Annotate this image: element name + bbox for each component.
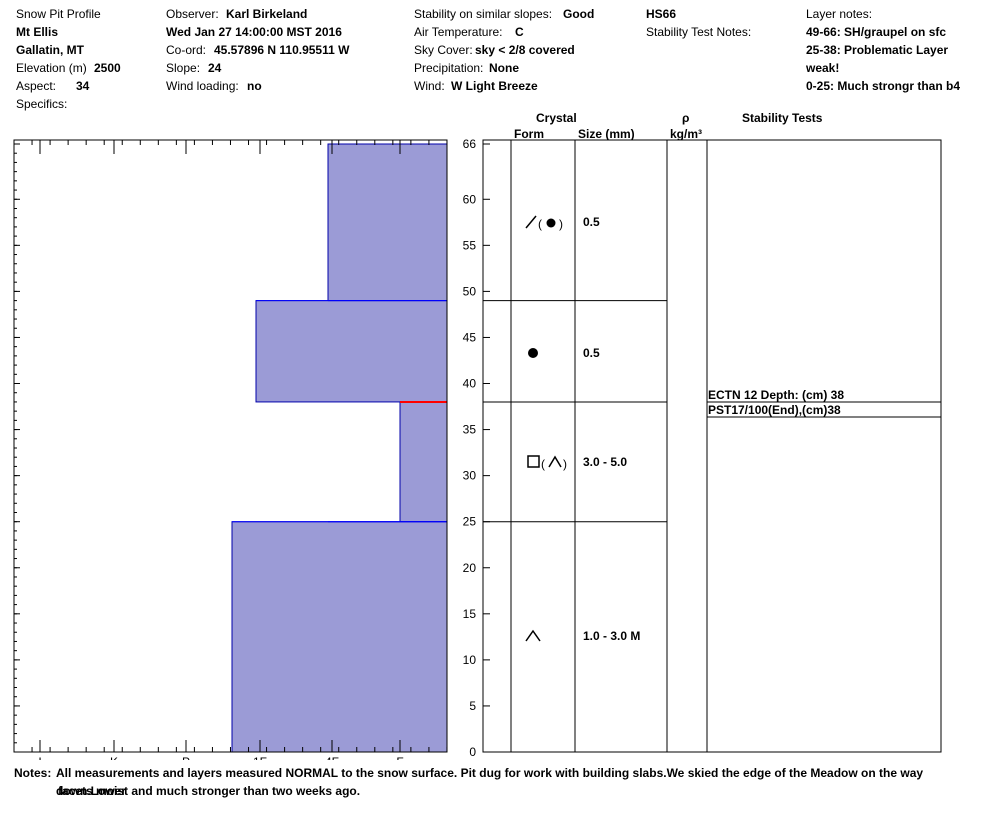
hardness-tick-label: 1F [253,755,267,760]
stability-tests-header: Stability Tests [742,111,823,125]
precip-value: None [489,61,519,75]
crystal-size-label: 1.0 - 3.0 M [583,629,640,643]
profile-title: Snow Pit Profile [16,7,101,21]
table-frame [482,139,942,753]
specifics-label: Specifics: [16,97,68,111]
depth-tick-label: 25 [463,515,477,529]
air-temp-value: C [515,25,524,39]
sky-cover-value: sky < 2/8 covered [475,43,575,57]
crystal-size-label: 3.0 - 5.0 [583,455,627,469]
hardness-tick-label: I [38,755,41,760]
faceted-depth-hoar-icon: () [527,455,567,471]
slope-value: 24 [208,61,222,75]
aspect-value: 34 [76,79,90,93]
depth-tick-label: 35 [463,423,477,437]
location-name: Mt Ellis [16,25,59,39]
slash-glyph [525,215,537,229]
aspect-label: Aspect: [16,79,57,93]
hardness-bar [255,300,448,403]
layer-notes-label: Layer notes: [806,7,873,21]
crystal-header: Crystal [536,111,577,125]
depth-tick-label: 60 [463,192,477,206]
facet-square [527,455,540,468]
elevation-value: 2500 [94,61,121,75]
hardness-tick-label: P [182,755,190,760]
snow-profile-chart: 0 5 10 15 20 25 30 35 40 45 50 55 60 66 I K P 1F 4F F () 0.… [13,137,942,760]
hardness-tick-label: F [396,755,403,760]
wind-label: Wind: [414,79,445,93]
depth-tick-label: 50 [463,284,477,298]
size-header: Size (mm) [578,127,635,141]
hardness-bar [231,521,448,753]
graupel-dot [528,348,538,358]
region-name: Gallatin, MT [16,43,85,57]
hardness-bar [399,401,448,523]
hardness-tick-label: 4F [325,755,339,760]
stability-test-notes-label: Stability Test Notes: [646,25,752,39]
stability-test-label: ECTN 12 Depth: (cm) 38 [708,388,844,402]
air-temp-label: Air Temperature: [414,25,503,39]
stability-tests: ECTN 12 Depth: (cm) 38PST17/100(End),(cm… [707,388,941,418]
stability-test-label: PST17/100(End),(cm)38 [708,403,841,417]
form-header: Form [514,127,544,141]
density-unit: kg/m³ [670,127,703,141]
notes-line-1: All measurements and layers measured NOR… [56,766,924,798]
depth-tick-label: 30 [463,469,477,483]
layer-note: 25-38: Problematic Layer [806,43,949,57]
observation-datetime: Wed Jan 27 14:00:00 MST 2016 [166,25,342,39]
sky-cover-label: Sky Cover: [414,43,473,57]
density-symbol: ρ [682,111,690,125]
depth-tick-label: 40 [463,377,477,391]
depth-tick-label: 20 [463,561,477,575]
coord-label: Co-ord: [166,43,207,57]
stability-label: Stability on similar slopes: [414,7,553,21]
paren-glyph: ( [538,217,542,231]
stability-value: Good [563,7,595,21]
notes-line-2: facets moist and much stronger than two … [58,784,361,798]
depth-hoar-icon [525,629,541,642]
notes-label: Notes: [14,766,52,780]
paren-glyph: ) [563,457,567,471]
precip-particles-graupel-icon: () [525,215,563,231]
depth-hoar-caret [525,629,541,642]
coord-value: 45.57896 N 110.95511 W [214,43,350,57]
depth-tick-label: 45 [463,330,477,344]
chart-grid [13,139,448,753]
depth-hoar-caret [548,455,562,468]
depth-tick-label: 66 [463,137,477,151]
layer-note: 49-66: SH/graupel on sfc [806,25,947,39]
depth-tick-label: 0 [469,745,476,759]
wind-loading-value: no [247,79,262,93]
precip-label: Precipitation: [414,61,484,75]
depth-tick-label: 55 [463,238,477,252]
depth-tick-label: 5 [469,699,476,713]
wind-value: W Light Breeze [451,79,538,93]
slope-label: Slope: [166,61,201,75]
crystal-size-label: 0.5 [583,215,600,229]
hardness-axis: I K P 1F 4F F [38,140,404,760]
paren-glyph: ( [541,457,545,471]
wind-loading-label: Wind loading: [166,79,239,93]
observer-label: Observer: [166,7,219,21]
crystal-table: () 0.5 0.5 () 3.0 - 5.0 1.0 - 3.0 M [482,139,942,753]
layer-note: weak! [806,61,840,75]
depth-tick-label: 10 [463,653,477,667]
hardness-bar [327,143,448,302]
snow-height: HS66 [646,7,677,21]
layer-note: 0-25: Much strongr than b4 [806,79,961,93]
elevation-label: Elevation (m) [16,61,87,75]
paren-glyph: ) [559,217,563,231]
observer-value: Karl Birkeland [226,7,308,21]
hardness-bars [231,143,448,753]
graupel-dot [546,218,556,228]
depth-tick-label: 15 [463,607,477,621]
depth-axis: 0 5 10 15 20 25 30 35 40 45 50 55 60 66 [14,137,490,759]
hardness-tick-label: K [110,755,118,760]
crystal-size-label: 0.5 [583,346,600,360]
graupel-icon [528,348,538,358]
